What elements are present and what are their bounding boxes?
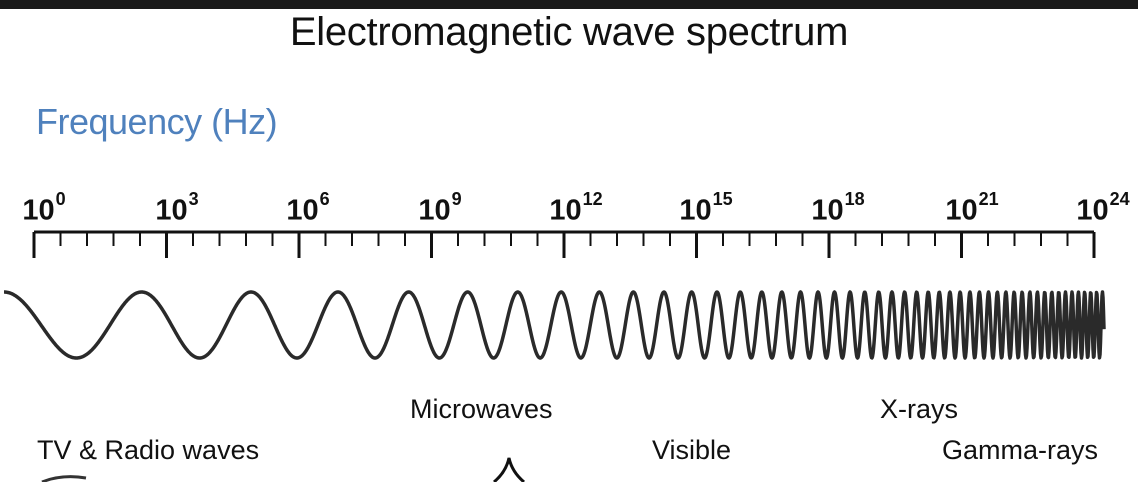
- wave-line: [2, 290, 1106, 360]
- band-label-xrays: X-rays: [880, 394, 959, 424]
- tick-label: 109: [418, 189, 462, 227]
- band-label-gamma: Gamma-rays: [942, 435, 1099, 465]
- tick-label: 103: [155, 189, 199, 227]
- tick-label: 1015: [679, 189, 733, 227]
- axis-ticks: [32, 232, 1096, 258]
- circle-fragment: [41, 475, 87, 482]
- frequency-axis-label: Frequency (Hz): [36, 101, 278, 142]
- tick-label: 106: [286, 189, 330, 227]
- tick-label: 1018: [811, 189, 865, 227]
- bracket-mark: [493, 457, 525, 482]
- diagram-title: Electromagnetic wave spectrum: [289, 10, 849, 54]
- tick-label: 1012: [549, 189, 603, 227]
- tick-label: 1024: [1076, 189, 1130, 227]
- band-label-microwaves: Microwaves: [410, 394, 553, 424]
- tick-label: 100: [22, 189, 66, 227]
- tick-label: 1021: [945, 189, 999, 227]
- top-bar: [0, 0, 1138, 9]
- band-label-visible: Visible: [652, 435, 732, 465]
- band-label-tv-radio: TV & Radio waves: [37, 435, 260, 465]
